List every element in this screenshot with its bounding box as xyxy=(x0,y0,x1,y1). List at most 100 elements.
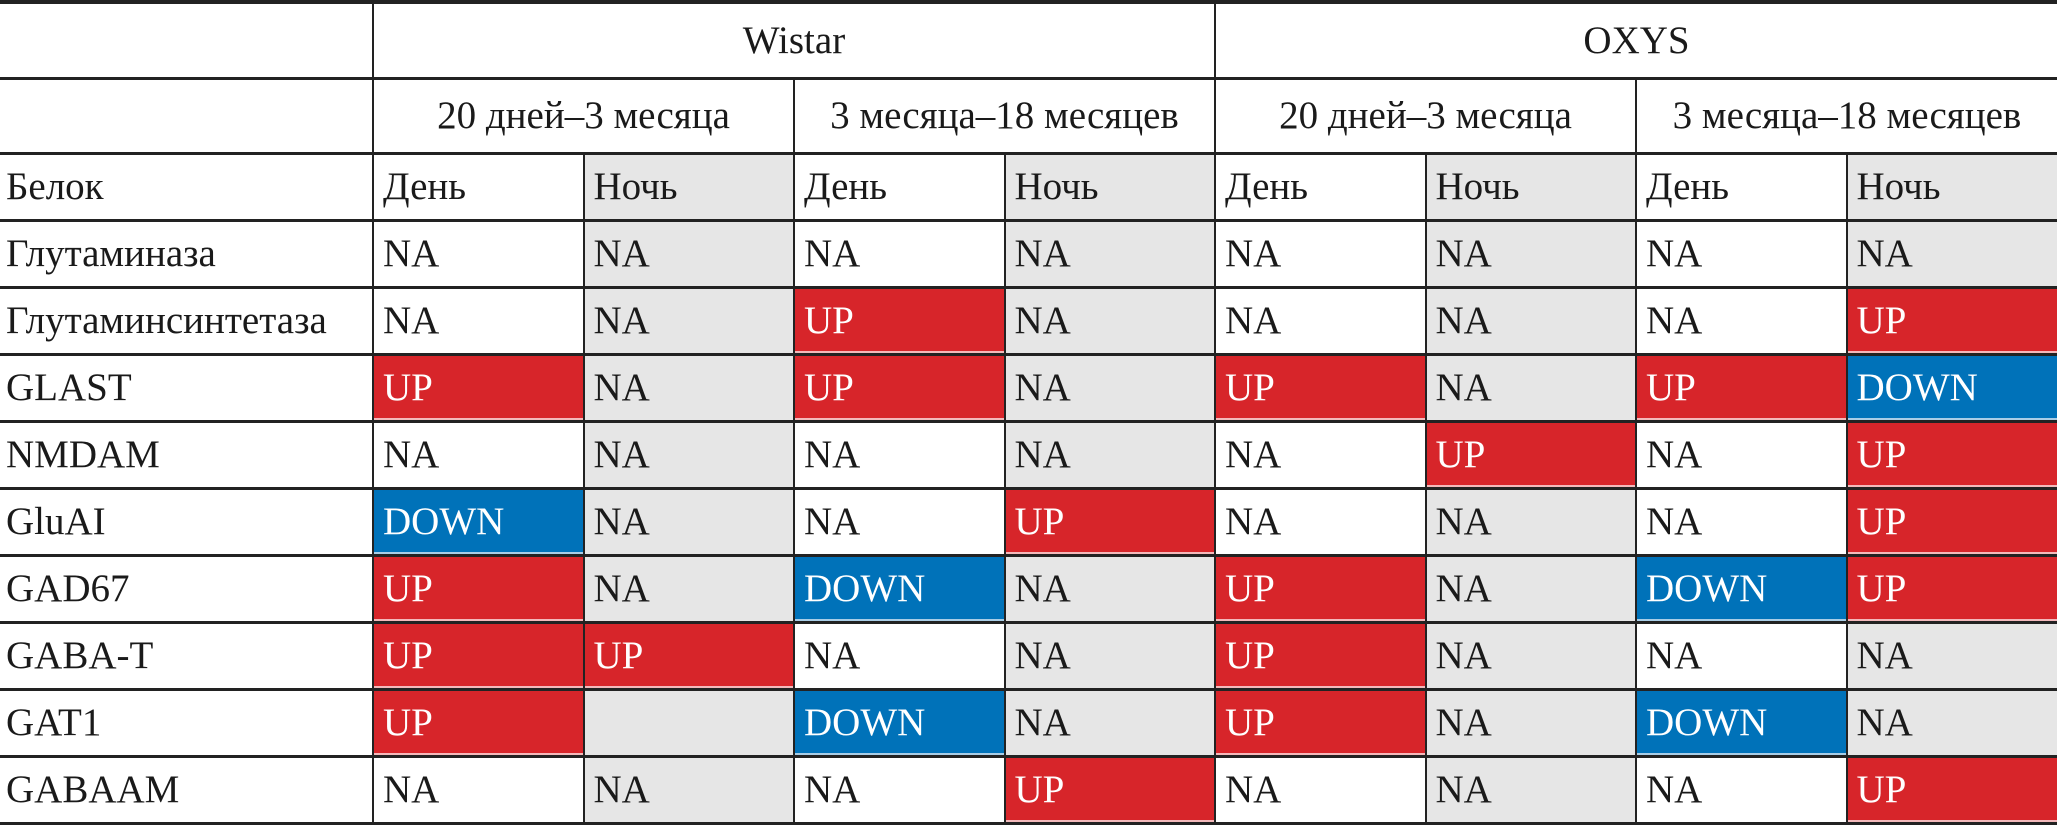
value-cell: NA xyxy=(1636,623,1847,690)
value-cell: NA xyxy=(373,422,584,489)
group-header-row: Wistar OXYS xyxy=(0,2,2057,79)
value-cell: NA xyxy=(1215,422,1426,489)
value-cell: DOWN xyxy=(1636,690,1847,757)
value-cell: NA xyxy=(1636,757,1847,824)
value-cell: NA xyxy=(584,556,795,623)
value-cell: NA xyxy=(1636,288,1847,355)
value-cell: NA xyxy=(584,221,795,288)
value-cell: UP xyxy=(373,355,584,422)
value-cell: NA xyxy=(1426,355,1637,422)
protein-name: NMDAM xyxy=(0,422,373,489)
group-header-oxys: OXYS xyxy=(1215,2,2057,79)
value-cell: DOWN xyxy=(794,690,1005,757)
value-cell: UP xyxy=(1215,556,1426,623)
empty-corner xyxy=(0,2,373,79)
value-cell: UP xyxy=(1426,422,1637,489)
value-cell: NA xyxy=(584,489,795,556)
empty-corner xyxy=(0,79,373,154)
value-cell: UP xyxy=(373,690,584,757)
value-cell: UP xyxy=(1847,757,2057,824)
value-cell: UP xyxy=(1636,355,1847,422)
value-cell: DOWN xyxy=(373,489,584,556)
protein-name: Глутаминаза xyxy=(0,221,373,288)
value-cell: UP xyxy=(584,623,795,690)
value-cell: UP xyxy=(373,556,584,623)
value-cell: UP xyxy=(1215,690,1426,757)
protein-name: GAT1 xyxy=(0,690,373,757)
value-cell: NA xyxy=(794,422,1005,489)
value-cell: NA xyxy=(584,355,795,422)
value-cell: NA xyxy=(373,288,584,355)
value-cell: NA xyxy=(1847,623,2057,690)
value-cell: NA xyxy=(794,757,1005,824)
value-cell: UP xyxy=(1005,757,1216,824)
value-cell: NA xyxy=(1005,623,1216,690)
group-header-wistar: Wistar xyxy=(373,2,1215,79)
value-cell: NA xyxy=(1005,690,1216,757)
value-cell: UP xyxy=(1847,556,2057,623)
value-cell: NA xyxy=(1847,221,2057,288)
value-cell: UP xyxy=(1215,355,1426,422)
subcolumn-header-day: День xyxy=(1215,154,1426,221)
subcolumn-header-day: День xyxy=(373,154,584,221)
period-header: 20 дней–3 месяца xyxy=(373,79,794,154)
subcolumn-header-day: День xyxy=(794,154,1005,221)
value-cell: UP xyxy=(1847,288,2057,355)
value-cell: NA xyxy=(1426,757,1637,824)
value-cell: NA xyxy=(1005,221,1216,288)
value-cell: NA xyxy=(1847,690,2057,757)
value-cell: NA xyxy=(584,422,795,489)
value-cell: UP xyxy=(1847,422,2057,489)
value-cell: NA xyxy=(1426,489,1637,556)
value-cell xyxy=(584,690,795,757)
value-cell: NA xyxy=(1426,556,1637,623)
value-cell: DOWN xyxy=(794,556,1005,623)
protein-name: GLAST xyxy=(0,355,373,422)
value-cell: NA xyxy=(584,288,795,355)
value-cell: NA xyxy=(794,623,1005,690)
value-cell: DOWN xyxy=(1636,556,1847,623)
value-cell: NA xyxy=(1426,690,1637,757)
value-cell: NA xyxy=(1005,556,1216,623)
value-cell: NA xyxy=(1005,288,1216,355)
protein-name: Глутаминсинтетаза xyxy=(0,288,373,355)
value-cell: NA xyxy=(373,221,584,288)
subcolumn-header-day: День xyxy=(1636,154,1847,221)
value-cell: NA xyxy=(1215,288,1426,355)
value-cell: NA xyxy=(373,757,584,824)
subcolumn-header-night: Ночь xyxy=(584,154,795,221)
value-cell: NA xyxy=(1636,489,1847,556)
value-cell: NA xyxy=(1636,221,1847,288)
row-label-header: Белок xyxy=(0,154,373,221)
protein-name: GABAAM xyxy=(0,757,373,824)
value-cell: UP xyxy=(794,288,1005,355)
value-cell: NA xyxy=(1636,422,1847,489)
value-cell: NA xyxy=(794,221,1005,288)
value-cell: UP xyxy=(1005,489,1216,556)
period-header-row: 20 дней–3 месяца 3 месяца–18 месяцев 20 … xyxy=(0,79,2057,154)
value-cell: UP xyxy=(794,355,1005,422)
protein-name: GluAI xyxy=(0,489,373,556)
value-cell: UP xyxy=(1215,623,1426,690)
period-header: 3 месяца–18 месяцев xyxy=(1636,79,2057,154)
value-cell: NA xyxy=(1005,422,1216,489)
protein-name: GABA-T xyxy=(0,623,373,690)
value-cell: NA xyxy=(1426,623,1637,690)
value-cell: NA xyxy=(1215,221,1426,288)
subcolumn-header-night: Ночь xyxy=(1005,154,1216,221)
value-cell: NA xyxy=(1215,757,1426,824)
value-cell: NA xyxy=(1426,221,1637,288)
period-header: 20 дней–3 месяца xyxy=(1215,79,1636,154)
subcolumn-header-night: Ночь xyxy=(1426,154,1637,221)
